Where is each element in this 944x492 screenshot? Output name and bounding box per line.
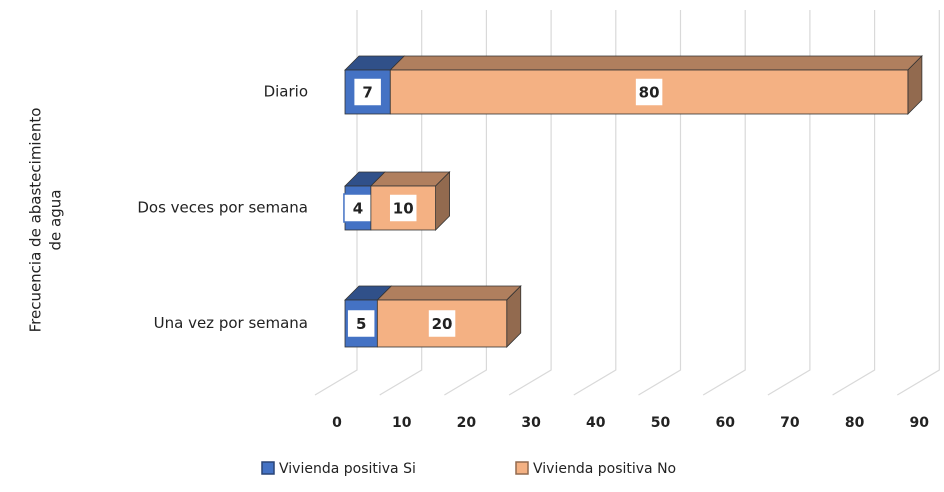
x-tick-label: 20 xyxy=(457,415,477,431)
x-tick-label: 0 xyxy=(332,415,342,431)
x-tick-label: 50 xyxy=(651,415,671,431)
x-tick-label: 70 xyxy=(780,415,800,431)
x-tick-label: 80 xyxy=(845,415,865,431)
value-label-box xyxy=(634,77,664,107)
bar-segment xyxy=(369,171,451,231)
y-tick-label: Dos veces por semana xyxy=(137,199,308,217)
legend-label: Vivienda positiva Si xyxy=(279,461,416,477)
y-axis-title: de agua xyxy=(47,190,65,251)
grid-line xyxy=(444,10,487,396)
grid-line xyxy=(702,10,746,396)
value-label-box xyxy=(427,308,457,339)
grid-line xyxy=(638,10,682,396)
grid-line xyxy=(573,10,617,396)
x-tick-label: 10 xyxy=(392,415,412,431)
x-tick-label: 30 xyxy=(521,415,541,431)
value-label-box xyxy=(352,77,383,107)
y-axis-title: Frecuencia de abastecimiento xyxy=(27,108,45,333)
value-label-box xyxy=(388,193,418,223)
grid-line xyxy=(314,10,358,396)
legend-swatch xyxy=(515,461,529,475)
value-label: 7 xyxy=(362,84,372,102)
value-label: 10 xyxy=(393,200,414,218)
value-label: 20 xyxy=(432,315,453,333)
y-tick-label: Diario xyxy=(264,83,308,101)
value-label: 4 xyxy=(353,200,363,218)
grid-line xyxy=(508,10,552,396)
grid-line xyxy=(767,10,811,396)
bar-top xyxy=(389,55,923,71)
legend-swatch xyxy=(261,461,275,475)
grid-line xyxy=(896,10,940,396)
bar-top xyxy=(376,285,522,301)
value-label-box xyxy=(346,308,376,339)
y-tick-label: Una vez por semana xyxy=(154,314,308,332)
value-label: 80 xyxy=(639,84,660,102)
value-label: 5 xyxy=(356,315,366,333)
grid-line xyxy=(379,10,423,396)
grid-line xyxy=(832,10,876,396)
legend-label: Vivienda positiva No xyxy=(533,461,676,477)
x-tick-label: 90 xyxy=(910,415,930,431)
x-tick-label: 60 xyxy=(715,415,735,431)
x-tick-label: 40 xyxy=(586,415,606,431)
